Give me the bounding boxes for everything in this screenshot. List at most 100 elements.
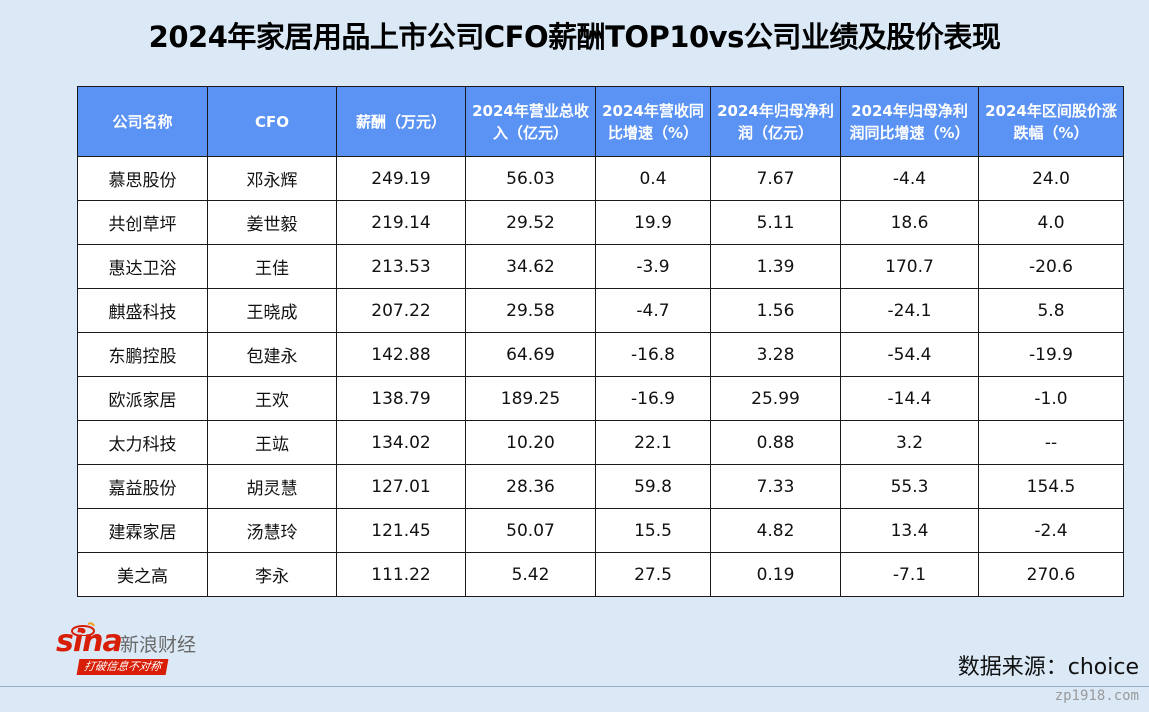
table-cell: 欧派家居 bbox=[77, 376, 208, 421]
table-cell: 10.20 bbox=[465, 420, 596, 465]
table-cell: 王晓成 bbox=[207, 288, 337, 333]
table-cell: 127.01 bbox=[336, 464, 466, 509]
table-cell: 189.25 bbox=[465, 376, 596, 421]
table-cell: 嘉益股份 bbox=[77, 464, 208, 509]
table-cell: 29.52 bbox=[465, 200, 596, 245]
table-cell: 惠达卫浴 bbox=[77, 244, 208, 289]
column-header: 2024年归母净利 润同比增速（%） bbox=[840, 86, 979, 157]
table-cell: 3.2 bbox=[840, 420, 979, 465]
column-header: 2024年归母净利 润（亿元） bbox=[710, 86, 841, 157]
table-cell: -16.9 bbox=[595, 376, 711, 421]
compensation-table: 公司名称 CFO 薪酬（万元） 2024年营业总收 入（亿元） 2024年营收同 比增速（%… bbox=[77, 86, 1124, 597]
table-cell: 219.14 bbox=[336, 200, 466, 245]
table-cell: 55.3 bbox=[840, 464, 979, 509]
table-cell: 134.02 bbox=[336, 420, 466, 465]
table-cell: 111.22 bbox=[336, 552, 466, 597]
sina-finance-name: 新浪财经 bbox=[120, 634, 197, 656]
table-row: 嘉益股份 胡灵慧 127.01 28.36 59.8 7.33 55.3 154.5 bbox=[77, 464, 1124, 509]
column-header-text: 润同比增速（%） bbox=[849, 123, 970, 142]
column-header: 2024年营收同 比增速（%） bbox=[595, 86, 711, 157]
data-source: 数据来源：choice bbox=[957, 655, 1139, 680]
column-header: 公司名称 bbox=[77, 86, 208, 157]
table-cell: 154.5 bbox=[978, 464, 1124, 509]
table-cell: -16.8 bbox=[595, 332, 711, 377]
table-cell: 5.11 bbox=[710, 200, 841, 245]
column-header: CFO bbox=[207, 86, 337, 157]
table-cell: 东鹏控股 bbox=[77, 332, 208, 377]
watermark: zp1918.com bbox=[1054, 688, 1139, 704]
table-cell: -1.0 bbox=[978, 376, 1124, 421]
table-cell: 李永 bbox=[207, 552, 337, 597]
table-cell: 0.88 bbox=[710, 420, 841, 465]
table-cell: 1.39 bbox=[710, 244, 841, 289]
table-cell: 王佳 bbox=[207, 244, 337, 289]
table-cell: -7.1 bbox=[840, 552, 979, 597]
column-header: 2024年区间股价涨 跌幅（%） bbox=[978, 86, 1124, 157]
table-cell: -2.4 bbox=[978, 508, 1124, 553]
column-header-text: 润（亿元） bbox=[737, 123, 813, 142]
table-cell: 56.03 bbox=[465, 156, 596, 201]
table-cell: 4.82 bbox=[710, 508, 841, 553]
table-cell: 胡灵慧 bbox=[207, 464, 337, 509]
table-row: 太力科技 王竑 134.02 10.20 22.1 0.88 3.2 -- bbox=[77, 420, 1124, 465]
table-cell: 24.0 bbox=[978, 156, 1124, 201]
table-cell: 王欢 bbox=[207, 376, 337, 421]
table-cell: 麒盛科技 bbox=[77, 288, 208, 333]
table-cell: 建霖家居 bbox=[77, 508, 208, 553]
table-cell: -3.9 bbox=[595, 244, 711, 289]
column-header-text: 公司名称 bbox=[112, 112, 173, 131]
sina-finance-logo: sina 新浪财经 打破信息不对称 bbox=[56, 622, 226, 675]
table-cell: 29.58 bbox=[465, 288, 596, 333]
table-body: 慕思股份 邓永辉 249.19 56.03 0.4 7.67 -4.4 24.0 共创草坪 姜世毅… bbox=[77, 156, 1124, 597]
column-header-text: 薪酬（万元） bbox=[355, 112, 446, 131]
table-cell: 18.6 bbox=[840, 200, 979, 245]
table-cell: 王竑 bbox=[207, 420, 337, 465]
table-cell: 121.45 bbox=[336, 508, 466, 553]
table-cell: 207.22 bbox=[336, 288, 466, 333]
table-cell: 27.5 bbox=[595, 552, 711, 597]
table-cell: 共创草坪 bbox=[77, 200, 208, 245]
table-cell: 慕思股份 bbox=[77, 156, 208, 201]
table-row: 欧派家居 王欢 138.79 189.25 -16.9 25.99 -14.4 -1.0 bbox=[77, 376, 1124, 421]
table-cell: 汤慧玲 bbox=[207, 508, 337, 553]
table-cell: 138.79 bbox=[336, 376, 466, 421]
table-cell: -14.4 bbox=[840, 376, 979, 421]
table-row: 东鹏控股 包建永 142.88 64.69 -16.8 3.28 -54.4 -19.9 bbox=[77, 332, 1124, 377]
sina-slogan: 打破信息不对称 bbox=[76, 659, 169, 675]
column-header: 2024年营业总收 入（亿元） bbox=[465, 86, 596, 157]
table-cell: 包建永 bbox=[207, 332, 337, 377]
table-cell: -19.9 bbox=[978, 332, 1124, 377]
table-cell: -4.7 bbox=[595, 288, 711, 333]
table-cell: 4.0 bbox=[978, 200, 1124, 245]
table-cell: 249.19 bbox=[336, 156, 466, 201]
table-cell: 美之高 bbox=[77, 552, 208, 597]
table-row: 共创草坪 姜世毅 219.14 29.52 19.9 5.11 18.6 4.0 bbox=[77, 200, 1124, 245]
table-cell: 64.69 bbox=[465, 332, 596, 377]
table-cell: 7.33 bbox=[710, 464, 841, 509]
table-cell: 142.88 bbox=[336, 332, 466, 377]
table-row: 麒盛科技 王晓成 207.22 29.58 -4.7 1.56 -24.1 5.8 bbox=[77, 288, 1124, 333]
table-cell: 50.07 bbox=[465, 508, 596, 553]
table-cell: 15.5 bbox=[595, 508, 711, 553]
column-header-text: 2024年营业总收 bbox=[472, 101, 589, 120]
page-title: 2024年家居用品上市公司CFO薪酬TOP10vs公司业绩及股价表现 bbox=[148, 20, 1001, 54]
table-cell: 5.42 bbox=[465, 552, 596, 597]
column-header-text: 入（亿元） bbox=[492, 123, 568, 142]
column-header-text: 2024年营收同 bbox=[602, 101, 704, 120]
table-cell: 5.8 bbox=[978, 288, 1124, 333]
table-cell: 姜世毅 bbox=[207, 200, 337, 245]
table-cell: 1.56 bbox=[710, 288, 841, 333]
table-cell: 0.19 bbox=[710, 552, 841, 597]
table-cell: 34.62 bbox=[465, 244, 596, 289]
table-row: 慕思股份 邓永辉 249.19 56.03 0.4 7.67 -4.4 24.0 bbox=[77, 156, 1124, 201]
table-cell: 22.1 bbox=[595, 420, 711, 465]
table-cell: 28.36 bbox=[465, 464, 596, 509]
table-cell: 13.4 bbox=[840, 508, 979, 553]
table-row: 惠达卫浴 王佳 213.53 34.62 -3.9 1.39 170.7 -20.6 bbox=[77, 244, 1124, 289]
sina-eye-icon bbox=[71, 622, 95, 636]
column-header-text: 跌幅（%） bbox=[1013, 123, 1089, 142]
table-cell: 170.7 bbox=[840, 244, 979, 289]
table-cell: 邓永辉 bbox=[207, 156, 337, 201]
table-cell: -- bbox=[978, 420, 1124, 465]
column-header-text: 2024年区间股价涨 bbox=[985, 101, 1117, 120]
